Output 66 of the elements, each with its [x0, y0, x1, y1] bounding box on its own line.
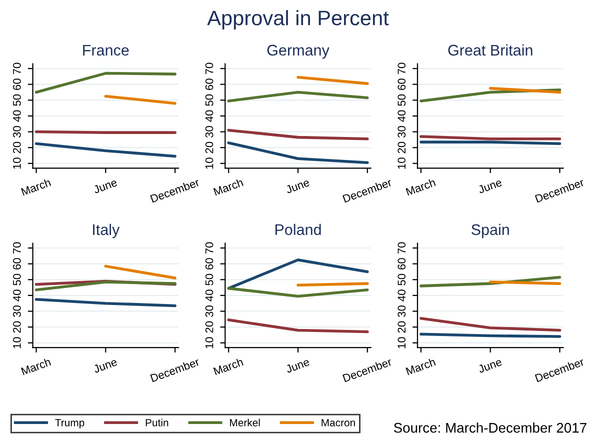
- y-tick-label: 60: [205, 258, 214, 270]
- y-tick-label: 50: [12, 94, 21, 106]
- y-tick-label: 10: [205, 337, 214, 348]
- x-tick-label: June: [92, 358, 118, 374]
- y-tick-label: 30: [398, 126, 406, 138]
- y-tick-label: 40: [205, 110, 214, 122]
- y-tick-label: 40: [398, 110, 406, 122]
- chart-title: Germany: [267, 44, 330, 59]
- x-tick-label: March: [406, 358, 436, 376]
- y-tick-label: 70: [398, 62, 406, 74]
- chart-title: Spain: [472, 224, 509, 238]
- y-tick-label: 50: [398, 274, 406, 286]
- y-tick-label: 60: [12, 258, 21, 270]
- x-tick-label: March: [213, 358, 244, 376]
- y-tick-label: 20: [398, 142, 406, 154]
- x-tick-label: June: [478, 178, 502, 194]
- legend-label: Trump: [55, 419, 84, 428]
- legend-label: Merkel: [230, 418, 260, 426]
- legend-label: Macron: [322, 419, 355, 426]
- y-tick-label: 10: [398, 337, 406, 348]
- x-tick-label: March: [20, 358, 52, 376]
- chart-title: Great Britain: [448, 44, 532, 56]
- y-tick-label: 60: [12, 78, 21, 90]
- y-tick-label: 10: [12, 337, 21, 348]
- y-tick-label: 50: [12, 274, 21, 286]
- y-tick-label: 30: [205, 305, 214, 317]
- y-tick-label: 50: [398, 94, 406, 106]
- legend-label: Putin: [146, 418, 168, 426]
- y-tick-label: 10: [205, 158, 214, 169]
- y-tick-label: 20: [12, 321, 21, 333]
- x-tick-label: March: [20, 178, 52, 196]
- y-tick-label: 70: [12, 62, 21, 74]
- x-tick-label: June: [285, 178, 310, 194]
- x-tick-label: March: [406, 178, 436, 196]
- x-tick-label: June: [285, 358, 310, 374]
- y-tick-label: 20: [12, 142, 21, 154]
- y-tick-label: 10: [12, 158, 21, 169]
- y-tick-label: 20: [398, 321, 406, 333]
- y-tick-label: 70: [205, 62, 214, 74]
- y-tick-label: 40: [398, 290, 406, 302]
- y-tick-label: 60: [398, 258, 406, 270]
- y-tick-label: 50: [205, 274, 214, 286]
- y-tick-label: 20: [205, 321, 214, 333]
- chart-title: France: [83, 44, 129, 56]
- y-tick-label: 40: [12, 290, 21, 302]
- y-tick-label: 20: [205, 142, 214, 154]
- y-tick-label: 10: [398, 158, 406, 169]
- y-tick-label: 40: [205, 290, 214, 302]
- y-tick-label: 30: [205, 126, 214, 138]
- y-tick-label: 30: [12, 305, 21, 317]
- chart-title: Poland: [275, 224, 321, 236]
- y-tick-label: 70: [205, 242, 214, 254]
- y-tick-label: 50: [205, 94, 214, 106]
- y-tick-label: 40: [12, 110, 21, 122]
- text: Approval in Percent: [207, 10, 389, 30]
- y-tick-label: 60: [398, 78, 406, 90]
- y-tick-label: 30: [398, 305, 406, 317]
- x-tick-label: June: [92, 178, 118, 194]
- x-tick-label: March: [213, 178, 244, 196]
- y-tick-label: 30: [12, 126, 21, 138]
- y-tick-label: 70: [12, 242, 21, 254]
- source-note: Source: March-December 2017: [394, 422, 586, 433]
- x-tick-label: June: [478, 358, 502, 374]
- y-tick-label: 60: [205, 78, 214, 90]
- y-tick-label: 70: [398, 242, 406, 254]
- chart-title: Italy: [93, 224, 120, 238]
